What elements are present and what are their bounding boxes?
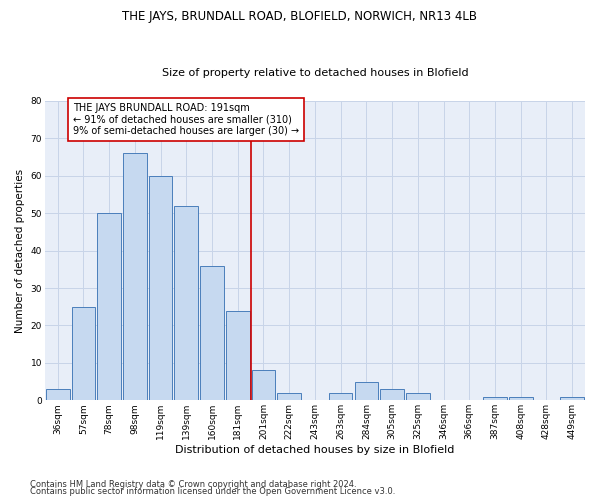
X-axis label: Distribution of detached houses by size in Blofield: Distribution of detached houses by size … bbox=[175, 445, 455, 455]
Bar bbox=[175, 206, 198, 400]
Bar bbox=[251, 370, 275, 400]
Bar bbox=[277, 393, 301, 400]
Bar bbox=[71, 307, 95, 400]
Text: THE JAYS, BRUNDALL ROAD, BLOFIELD, NORWICH, NR13 4LB: THE JAYS, BRUNDALL ROAD, BLOFIELD, NORWI… bbox=[122, 10, 478, 23]
Bar bbox=[509, 396, 533, 400]
Bar bbox=[226, 310, 250, 400]
Text: Contains public sector information licensed under the Open Government Licence v3: Contains public sector information licen… bbox=[30, 487, 395, 496]
Bar bbox=[97, 213, 121, 400]
Bar bbox=[149, 176, 172, 400]
Bar bbox=[123, 154, 146, 400]
Title: Size of property relative to detached houses in Blofield: Size of property relative to detached ho… bbox=[161, 68, 468, 78]
Bar bbox=[483, 396, 507, 400]
Bar bbox=[46, 389, 70, 400]
Bar bbox=[380, 389, 404, 400]
Text: THE JAYS BRUNDALL ROAD: 191sqm
← 91% of detached houses are smaller (310)
9% of : THE JAYS BRUNDALL ROAD: 191sqm ← 91% of … bbox=[73, 103, 299, 136]
Text: Contains HM Land Registry data © Crown copyright and database right 2024.: Contains HM Land Registry data © Crown c… bbox=[30, 480, 356, 489]
Y-axis label: Number of detached properties: Number of detached properties bbox=[15, 168, 25, 332]
Bar bbox=[355, 382, 378, 400]
Bar bbox=[560, 396, 584, 400]
Bar bbox=[406, 393, 430, 400]
Bar bbox=[329, 393, 352, 400]
Bar bbox=[200, 266, 224, 400]
